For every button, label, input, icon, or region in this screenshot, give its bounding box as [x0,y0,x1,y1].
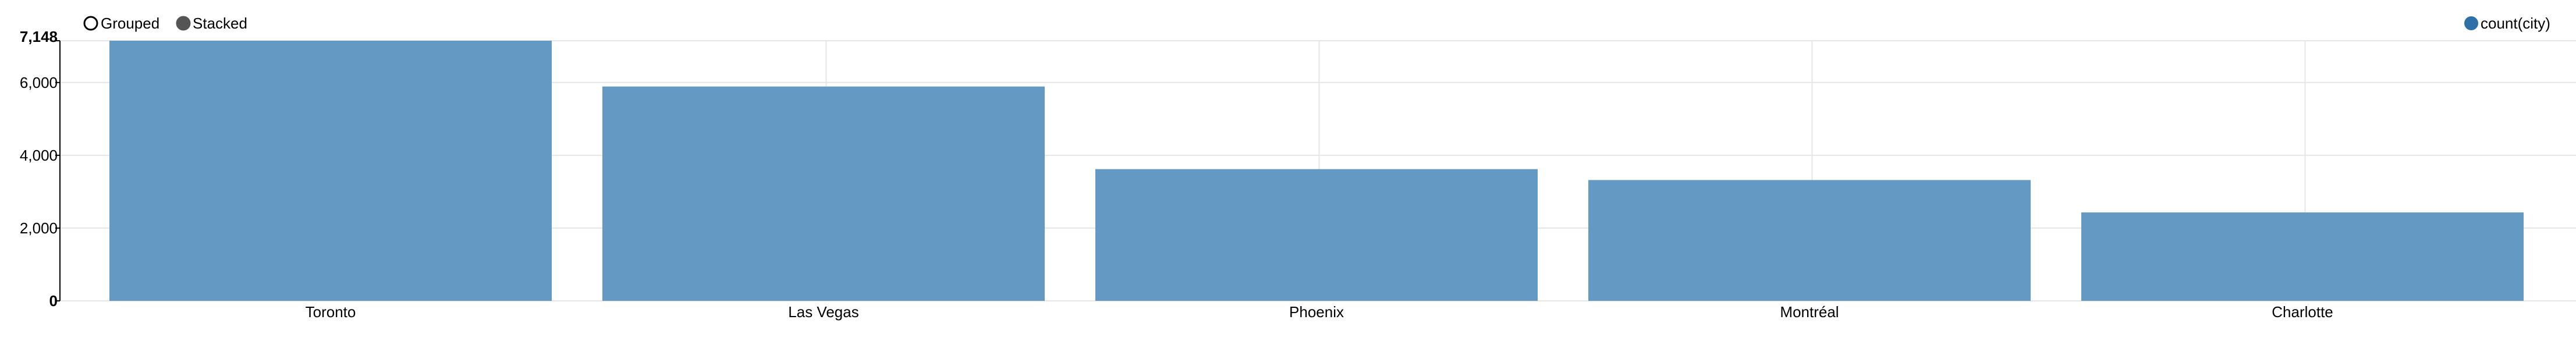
grouped-option[interactable]: Grouped [83,15,159,32]
grouped-label[interactable]: Grouped [101,15,159,32]
stacked-option[interactable]: Stacked [176,15,247,32]
stacked-label[interactable]: Stacked [193,15,247,32]
bars [109,41,2524,301]
y-tick-label: 2,000 [20,219,58,237]
legend-series-swatch-icon[interactable] [2464,16,2478,30]
stacked-radio-icon[interactable] [176,16,191,31]
bar-toronto[interactable] [109,41,552,301]
x-tick-label: Phoenix [1289,303,1344,321]
x-tick-label: Charlotte [2272,303,2333,321]
bar-las-vegas[interactable] [602,86,1045,301]
x-tick-label: Las Vegas [788,303,858,321]
bar-phoenix[interactable] [1095,169,1538,301]
series-legend[interactable]: count(city) [2464,15,2550,32]
y-tick-labels: 0 2,000 4,000 6,000 7,148 [20,28,58,310]
y-tick-label: 4,000 [20,147,58,164]
grouped-radio-icon[interactable] [83,16,98,31]
y-tick-label: 7,148 [20,28,58,45]
bar-charlotte[interactable] [2081,212,2524,301]
x-tick-label: Montréal [1780,303,1839,321]
x-tick-label: Toronto [306,303,356,321]
bar-montr-al[interactable] [1588,180,2031,301]
y-tick-label: 6,000 [20,74,58,91]
legend-series-label[interactable]: count(city) [2481,15,2550,32]
y-tick-label: 0 [49,292,58,310]
x-tick-labels: Toronto Las Vegas Phoenix Montréal Charlotte [306,303,2333,321]
